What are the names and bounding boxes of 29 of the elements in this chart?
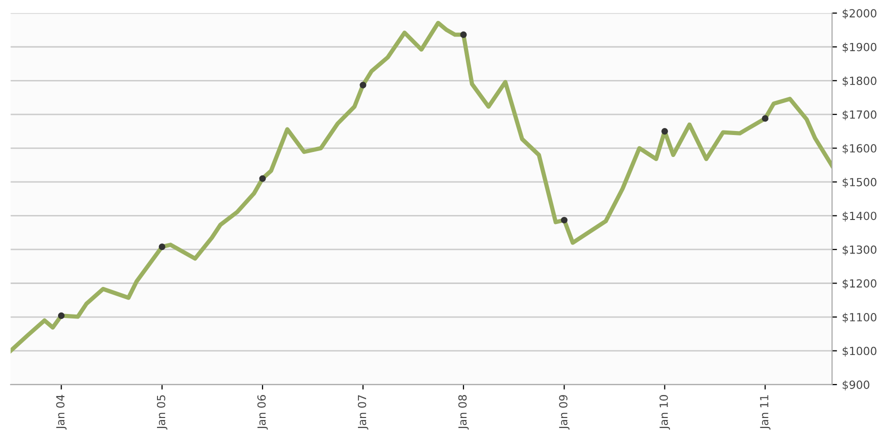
y-tick-label: $1700 (842, 110, 876, 120)
y-tick-label: $1500 (842, 178, 876, 188)
y-tick-label: $1000 (842, 346, 876, 357)
point (460, 31, 467, 38)
point (259, 175, 266, 182)
x-tick-label: Jan 08 (458, 395, 469, 430)
y-tick-label: $1900 (842, 42, 876, 53)
x-tick-label: Jan 06 (257, 394, 268, 430)
point (360, 82, 366, 88)
point (762, 115, 768, 122)
line-series (10, 20, 832, 353)
y-tick-label: $1800 (842, 76, 876, 86)
y-tick-label: $900 (842, 380, 870, 390)
x-tick-label: Jan 10 (660, 395, 670, 430)
x-tick-label: Jan 07 (358, 395, 368, 430)
x-tick-label: Jan 05 (156, 395, 168, 430)
y-tick-label: $2000 (842, 8, 876, 19)
x-tick-label: Jan 11 (760, 395, 770, 430)
y-tick-label: $1600 (842, 144, 876, 154)
point (58, 312, 65, 319)
y-tick-label: $1400 (842, 212, 876, 222)
point (158, 243, 166, 250)
x-tick-label: Jan 09 (559, 395, 570, 430)
x-tick-label: Jan 04 (56, 394, 67, 430)
y-tick-label: $1200 (842, 279, 876, 290)
y-tick-label: $1300 (842, 245, 876, 256)
point (560, 216, 568, 224)
y-tick-label: $1100 (842, 312, 876, 323)
point (661, 128, 668, 135)
